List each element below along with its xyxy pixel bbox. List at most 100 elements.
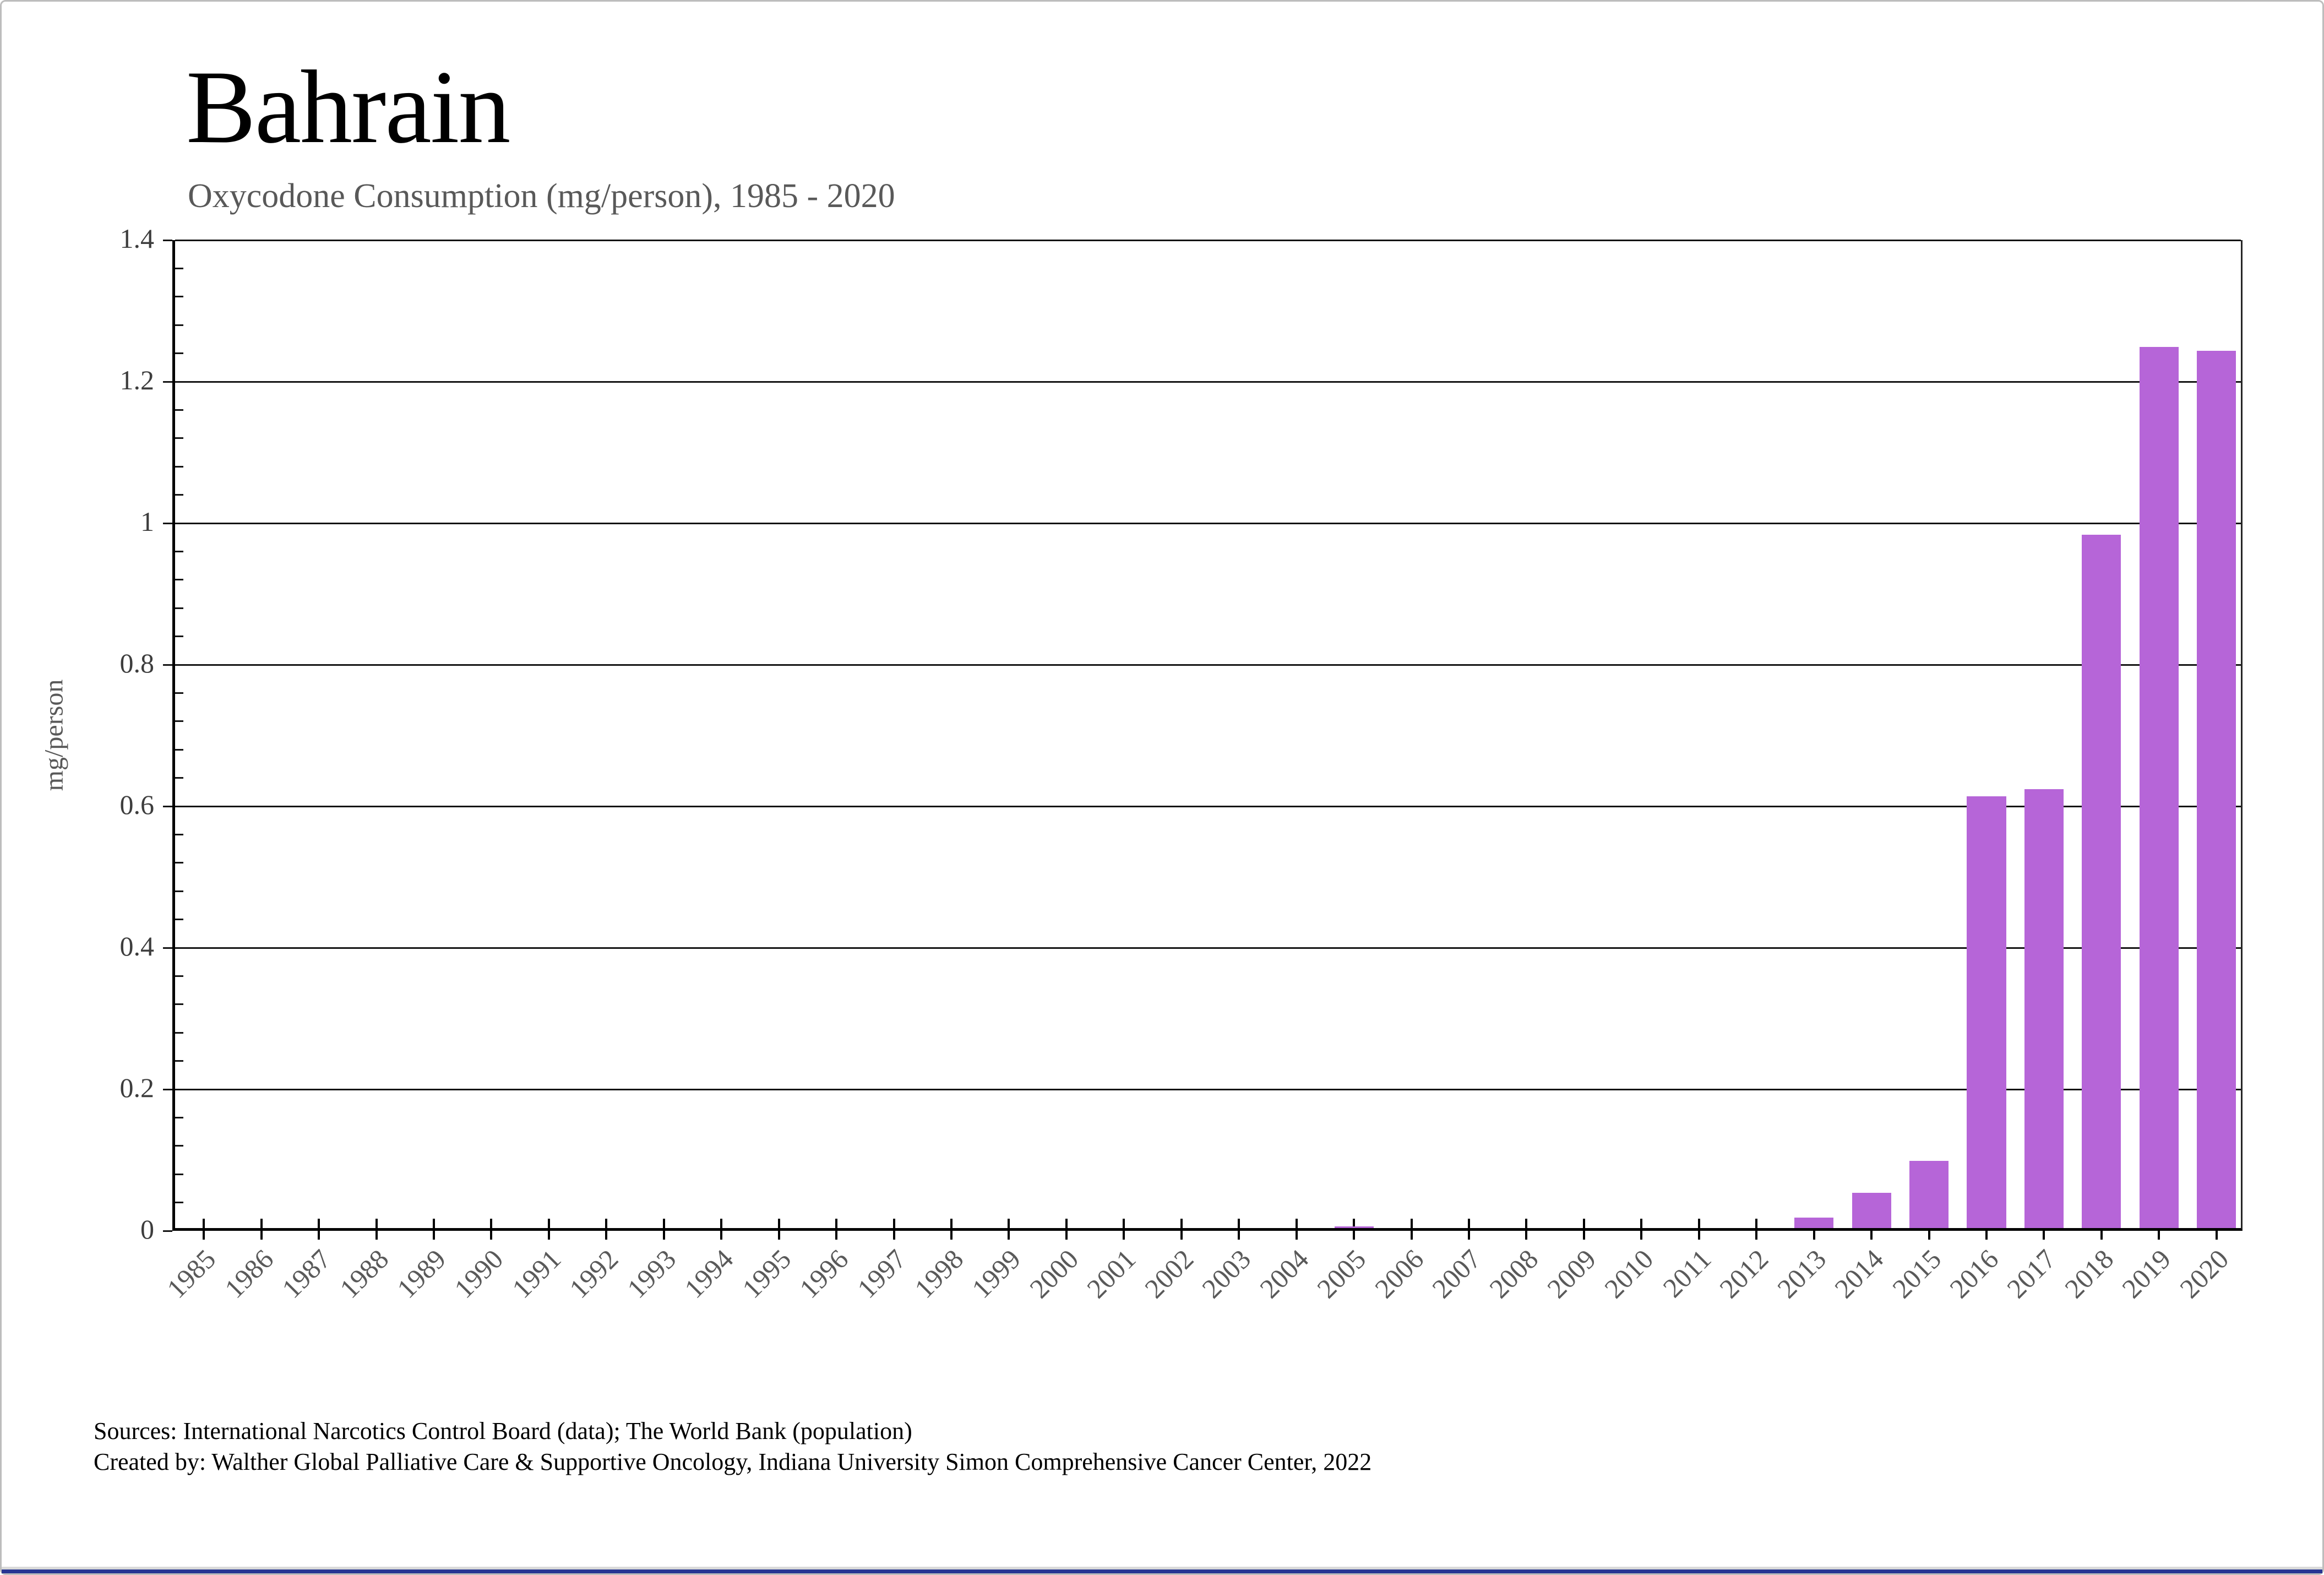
x-tick-2003 <box>1238 1219 1240 1240</box>
y-minor-tick <box>175 267 183 269</box>
x-tick-2014 <box>1870 1219 1873 1240</box>
y-major-tick <box>163 381 172 383</box>
bar-2014 <box>1852 1192 1891 1228</box>
x-tick-2016 <box>1985 1219 1988 1240</box>
y-tick-label: 0 <box>140 1214 154 1245</box>
y-minor-tick <box>175 607 183 609</box>
x-tick-2001 <box>1123 1219 1125 1240</box>
x-tick-2008 <box>1525 1219 1528 1240</box>
y-minor-tick <box>175 919 183 921</box>
y-major-tick <box>163 805 172 807</box>
y-major-tick <box>163 1088 172 1090</box>
gridline-y-0.6 <box>175 805 2241 807</box>
y-minor-tick <box>175 890 183 892</box>
gridline-y-1 <box>175 522 2241 524</box>
x-tick-1997 <box>892 1219 895 1240</box>
x-tick-2012 <box>1755 1219 1758 1240</box>
y-minor-tick <box>175 777 183 779</box>
gridline-y-1.2 <box>175 381 2241 383</box>
x-tick-1995 <box>777 1219 780 1240</box>
y-tick-label: 0.6 <box>119 789 155 820</box>
y-minor-tick <box>175 636 183 638</box>
bar-2018 <box>2082 534 2121 1228</box>
y-minor-tick <box>175 692 183 694</box>
x-tick-2015 <box>1928 1219 1930 1240</box>
y-minor-tick <box>175 437 183 439</box>
x-tick-2020 <box>2215 1219 2218 1240</box>
y-tick-label: 1.4 <box>119 223 155 254</box>
y-tick-label: 0.4 <box>119 931 155 962</box>
y-minor-tick <box>175 720 183 723</box>
gridline-y-0.8 <box>175 664 2241 666</box>
x-tick-2002 <box>1180 1219 1183 1240</box>
bar-2005 <box>1334 1226 1374 1228</box>
x-tick-2004 <box>1295 1219 1298 1240</box>
y-minor-tick <box>175 494 183 496</box>
y-minor-tick <box>175 550 183 552</box>
y-minor-tick <box>175 409 183 411</box>
y-major-tick <box>163 664 172 666</box>
y-tick-label: 0.2 <box>119 1072 155 1103</box>
bar-2019 <box>2139 347 2179 1228</box>
chart-subtitle: Oxycodone Consumption (mg/person), 1985 … <box>188 177 895 215</box>
x-tick-1993 <box>662 1219 665 1240</box>
x-tick-2013 <box>1813 1219 1815 1240</box>
x-tick-2007 <box>1468 1219 1470 1240</box>
y-minor-tick <box>175 352 183 355</box>
y-tick-label: 0.8 <box>119 648 155 678</box>
bottom-strip-gray <box>2 1567 2322 1569</box>
x-tick-1996 <box>835 1219 838 1240</box>
bar-2016 <box>1967 796 2006 1228</box>
y-minor-tick <box>175 1145 183 1147</box>
bar-2015 <box>1909 1160 1949 1228</box>
y-major-tick <box>163 239 172 241</box>
x-tick-1985 <box>203 1219 205 1240</box>
x-tick-1989 <box>433 1219 435 1240</box>
y-minor-tick <box>175 1173 183 1175</box>
x-tick-2018 <box>2100 1219 2103 1240</box>
x-tick-2019 <box>2158 1219 2160 1240</box>
y-minor-tick <box>175 862 183 864</box>
y-minor-tick <box>175 465 183 468</box>
gridline-y-1.4 <box>175 239 2241 241</box>
sources-note: Sources: International Narcotics Control… <box>94 1416 1371 1478</box>
x-tick-1990 <box>490 1219 493 1240</box>
x-tick-2009 <box>1582 1219 1585 1240</box>
bar-2013 <box>1794 1217 1834 1228</box>
y-minor-tick <box>175 748 183 751</box>
bottom-strip-blue <box>2 1569 2322 1573</box>
y-major-tick <box>163 947 172 949</box>
x-tick-2005 <box>1353 1219 1356 1240</box>
x-tick-2010 <box>1640 1219 1643 1240</box>
y-axis-title: mg/person <box>39 679 69 791</box>
x-tick-2017 <box>2043 1219 2045 1240</box>
y-minor-tick <box>175 324 183 326</box>
x-tick-1999 <box>1008 1219 1010 1240</box>
y-minor-tick <box>175 1003 183 1006</box>
y-minor-tick <box>175 296 183 298</box>
y-minor-tick <box>175 1202 183 1204</box>
x-tick-2006 <box>1410 1219 1413 1240</box>
y-minor-tick <box>175 1116 183 1118</box>
x-tick-1988 <box>375 1219 378 1240</box>
chart-title: Bahrain <box>186 50 510 165</box>
x-tick-1992 <box>605 1219 608 1240</box>
bar-2020 <box>2197 350 2236 1228</box>
gridline-y-0.4 <box>175 947 2241 949</box>
y-major-tick <box>163 522 172 524</box>
x-tick-1994 <box>720 1219 723 1240</box>
plot-area: 0 0.2 0.4 0.6 0.8 1 1.2 1.4 1985 1986 1987 1988 1989… <box>120 223 2243 1304</box>
x-tick-2000 <box>1065 1219 1068 1240</box>
x-tick-1991 <box>547 1219 550 1240</box>
x-tick-1998 <box>950 1219 953 1240</box>
created-by-line: Created by: Walther Global Palliative Ca… <box>94 1448 1372 1476</box>
y-minor-tick <box>175 975 183 977</box>
y-major-tick <box>163 1230 172 1232</box>
bar-2017 <box>2024 789 2064 1228</box>
x-tick-1986 <box>260 1219 263 1240</box>
y-minor-tick <box>175 833 183 835</box>
sources-line: Sources: International Narcotics Control… <box>94 1418 912 1444</box>
y-tick-label: 1.2 <box>119 365 155 395</box>
x-tick-2011 <box>1697 1219 1700 1240</box>
